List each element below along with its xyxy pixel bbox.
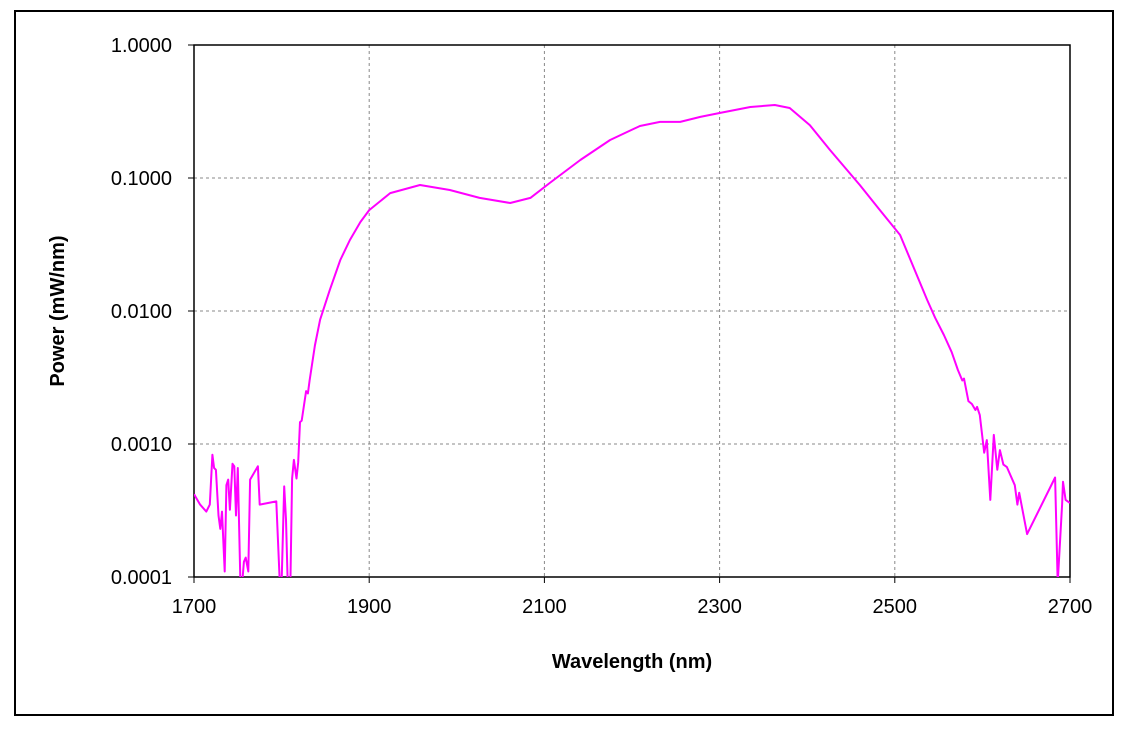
chart-frame (14, 10, 1114, 716)
x-tick-label: 2500 (873, 596, 918, 618)
series-line-power (194, 104, 1070, 577)
y-tick-label: 0.0100 (111, 301, 172, 323)
y-axis-title: Power (mW/nm) (47, 235, 69, 386)
y-tick-label: 0.0001 (111, 567, 172, 589)
x-tick-label: 1700 (172, 596, 217, 618)
x-axis-title: Wavelength (nm) (552, 651, 712, 673)
grid-lines (188, 44, 1071, 583)
y-tick-label: 0.0010 (111, 434, 172, 456)
plot-area-border (193, 44, 1071, 578)
x-tick-label: 2700 (1048, 596, 1093, 618)
x-tick-label: 2100 (522, 596, 567, 618)
x-tick-label: 1900 (347, 596, 392, 618)
y-tick-label: 0.1000 (111, 168, 172, 190)
x-tick-label: 2300 (697, 596, 742, 618)
y-tick-label: 1.0000 (111, 35, 172, 57)
